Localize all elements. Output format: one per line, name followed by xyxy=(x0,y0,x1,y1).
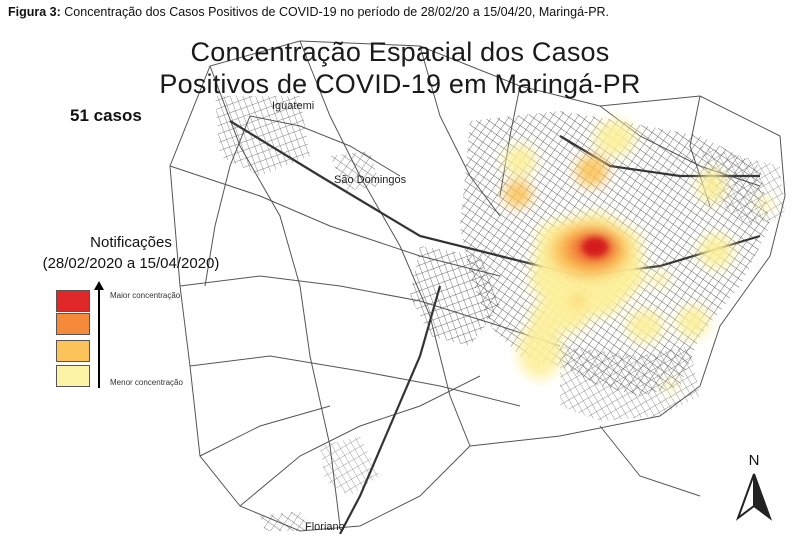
heat-core xyxy=(583,238,607,256)
legend-title: Notificações (28/02/2020 a 15/04/2020) xyxy=(0,232,262,274)
map-canvas xyxy=(169,40,786,535)
north-arrow: N xyxy=(736,452,772,522)
legend-min-label: Menor concentração xyxy=(110,378,183,387)
legend-axis xyxy=(98,288,100,388)
map-panel xyxy=(0,26,800,535)
legend-swatch-medium xyxy=(56,340,90,362)
map-title: Concentração Espacial dos Casos Positivo… xyxy=(0,36,800,100)
caption-text: Concentração dos Casos Positivos de COVI… xyxy=(60,5,610,19)
legend-swatch-low xyxy=(56,365,90,387)
case-count: 51 casos xyxy=(70,106,142,125)
place-label-iguatemi: Iguatemi xyxy=(272,100,315,112)
figure-caption: Figura 3: Concentração dos Casos Positiv… xyxy=(8,5,609,19)
legend-swatch-high xyxy=(56,313,90,335)
legend-max-label: Maior concentração xyxy=(110,291,181,300)
place-label-sao-domingos: São Domingos xyxy=(334,174,407,186)
legend-title-line1: Notificações xyxy=(90,234,172,251)
place-label-floriano: Floriano xyxy=(305,521,345,533)
caption-label: Figura 3: xyxy=(8,5,61,19)
compass-icon xyxy=(736,473,772,521)
north-label: N xyxy=(748,452,760,469)
heat-layer xyxy=(504,120,772,392)
map-title-line2: Positivos de COVID-19 em Maringá-PR xyxy=(159,69,641,99)
map-title-line1: Concentração Espacial dos Casos xyxy=(190,37,610,67)
legend-arrow-up-icon xyxy=(94,281,104,290)
legend-swatch-highest xyxy=(56,290,90,312)
legend-title-line2: (28/02/2020 a 15/04/2020) xyxy=(42,255,220,272)
